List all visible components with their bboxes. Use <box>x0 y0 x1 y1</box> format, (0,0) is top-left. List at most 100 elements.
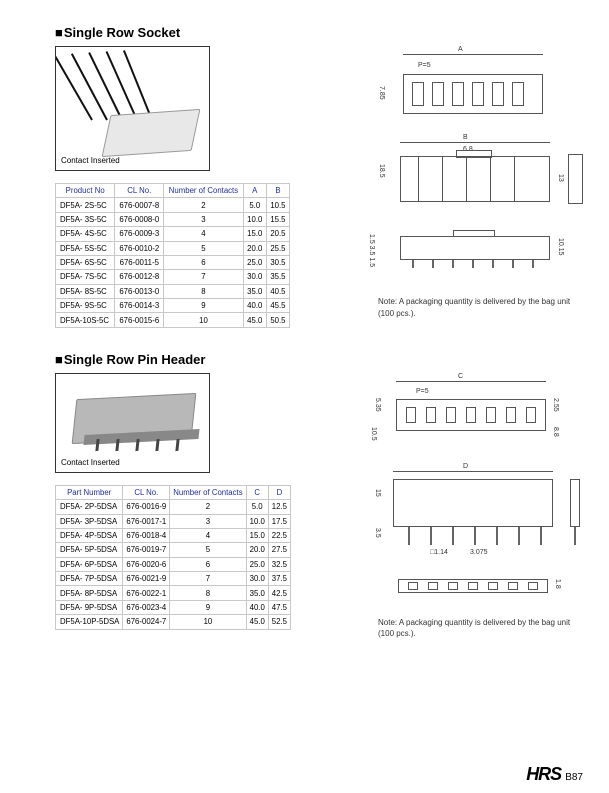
table-cell: DF5A- 7S-5C <box>56 270 115 284</box>
col-cl-no: CL No. <box>123 485 170 499</box>
table-row: DF5A- 2S-5C676-0007-825.010.5 <box>56 198 290 212</box>
table-cell: 15.0 <box>243 227 266 241</box>
table-cell: 8 <box>170 586 246 600</box>
table-cell: 676-0019-7 <box>123 543 170 557</box>
table-cell: 3 <box>170 514 246 528</box>
table-cell: 35.5 <box>266 270 289 284</box>
dim-label-88: 8.8 <box>552 427 559 437</box>
table-cell: DF5A- 8P-5DSA <box>56 586 123 600</box>
table-cell: 27.5 <box>268 543 290 557</box>
table-cell: 20.0 <box>243 241 266 255</box>
pinheader-photo: Contact Inserted <box>55 373 210 473</box>
table-cell: 2 <box>164 198 244 212</box>
socket-drawing: A P=5 7.85 B 6.8 <box>308 46 588 326</box>
page-number: B87 <box>565 772 583 783</box>
table-row: DF5A-10S-5C676-0015-61045.050.5 <box>56 313 290 327</box>
table-cell: 10.5 <box>266 198 289 212</box>
table-cell: 5.0 <box>243 198 266 212</box>
table-row: DF5A- 4P-5DSA676-0018-4415.022.5 <box>56 528 291 542</box>
table-cell: 45.0 <box>243 313 266 327</box>
table-cell: 45.5 <box>266 299 289 313</box>
table-cell: DF5A- 6P-5DSA <box>56 557 123 571</box>
page-footer: HRS B87 <box>526 764 583 785</box>
table-cell: 15.5 <box>266 212 289 226</box>
table-cell: 30.0 <box>246 572 268 586</box>
table-cell: 676-0015-6 <box>115 313 164 327</box>
table-cell: 676-0011-5 <box>115 255 164 269</box>
table-cell: 37.5 <box>268 572 290 586</box>
dim-label-185: 18.5 <box>378 164 385 178</box>
table-row: DF5A- 7P-5DSA676-0021-9730.037.5 <box>56 572 291 586</box>
socket-caption: Contact Inserted <box>61 156 120 165</box>
dim-label-105: 10.5 <box>370 427 377 441</box>
table-cell: DF5A- 3P-5DSA <box>56 514 123 528</box>
dim-label-1015: 10.15 <box>557 238 564 256</box>
dim-label-p5-2: P=5 <box>416 388 429 395</box>
col-cl-no: CL No. <box>115 184 164 198</box>
table-cell: DF5A- 7P-5DSA <box>56 572 123 586</box>
table-cell: 25.5 <box>266 241 289 255</box>
table-cell: 30.5 <box>266 255 289 269</box>
col-c: C <box>246 485 268 499</box>
table-row: DF5A- 3S-5C676-0008-0310.015.5 <box>56 212 290 226</box>
col-a: A <box>243 184 266 198</box>
table-cell: 4 <box>164 227 244 241</box>
table-cell: 10 <box>164 313 244 327</box>
socket-note: Note: A packaging quantity is delivered … <box>378 296 588 319</box>
table-cell: DF5A- 9S-5C <box>56 299 115 313</box>
table-row: DF5A- 6S-5C676-0011-5625.030.5 <box>56 255 290 269</box>
table-row: DF5A- 9S-5C676-0014-3940.045.5 <box>56 299 290 313</box>
pinheader-caption: Contact Inserted <box>61 458 120 467</box>
dim-label-1535: 1.5 3.5 1.5 <box>368 234 375 267</box>
table-cell: DF5A- 4S-5C <box>56 227 115 241</box>
table-cell: 676-0013-0 <box>115 284 164 298</box>
table-row: DF5A- 9P-5DSA676-0023-4940.047.5 <box>56 600 291 614</box>
table-row: DF5A- 8P-5DSA676-0022-1835.042.5 <box>56 586 291 600</box>
dim-label-15: 15 <box>374 489 381 497</box>
table-row: DF5A- 3P-5DSA676-0017-1310.017.5 <box>56 514 291 528</box>
table-cell: 9 <box>164 299 244 313</box>
table-cell: DF5A- 5S-5C <box>56 241 115 255</box>
table-cell: 5 <box>164 241 244 255</box>
socket-table: Product No CL No. Number of Contacts A B… <box>55 183 290 328</box>
table-cell: 5 <box>170 543 246 557</box>
table-cell: 45.0 <box>246 615 268 629</box>
table-cell: 10 <box>170 615 246 629</box>
socket-photo: Contact Inserted <box>55 46 210 171</box>
table-row: DF5A- 5P-5DSA676-0019-7520.027.5 <box>56 543 291 557</box>
table-cell: 676-0022-1 <box>123 586 170 600</box>
dim-label-3075: 3.075 <box>470 549 488 556</box>
dim-label-p5: P=5 <box>418 62 431 69</box>
dim-label-18: 1.8 <box>554 579 561 589</box>
table-cell: 40.0 <box>246 600 268 614</box>
table-cell: 676-0014-3 <box>115 299 164 313</box>
table-cell: DF5A- 9P-5DSA <box>56 600 123 614</box>
table-cell: DF5A- 2P-5DSA <box>56 500 123 514</box>
table-row: DF5A- 6P-5DSA676-0020-6625.032.5 <box>56 557 291 571</box>
dim-label-a: A <box>458 46 463 53</box>
table-cell: 676-0009-3 <box>115 227 164 241</box>
dim-label-255: 2.55 <box>552 398 559 412</box>
table-cell: 676-0020-6 <box>123 557 170 571</box>
table-cell: 676-0023-4 <box>123 600 170 614</box>
table-cell: DF5A- 4P-5DSA <box>56 528 123 542</box>
col-d: D <box>268 485 290 499</box>
pinheader-table: Part Number CL No. Number of Contacts C … <box>55 485 291 630</box>
table-cell: 676-0007-8 <box>115 198 164 212</box>
table-cell: 676-0021-9 <box>123 572 170 586</box>
table-cell: 12.5 <box>268 500 290 514</box>
table-cell: 10.0 <box>246 514 268 528</box>
section-title-pinheader: Single Row Pin Header <box>55 352 573 367</box>
table-cell: DF5A- 8S-5C <box>56 284 115 298</box>
table-header-row: Part Number CL No. Number of Contacts C … <box>56 485 291 499</box>
table-row: DF5A- 2P-5DSA676-0016-925.012.5 <box>56 500 291 514</box>
dim-label-114: □1.14 <box>430 549 448 556</box>
table-cell: 42.5 <box>268 586 290 600</box>
table-row: DF5A- 7S-5C676-0012-8730.035.5 <box>56 270 290 284</box>
table-cell: 20.0 <box>246 543 268 557</box>
table-cell: 10.0 <box>243 212 266 226</box>
table-cell: 40.0 <box>243 299 266 313</box>
col-contacts: Number of Contacts <box>164 184 244 198</box>
table-row: DF5A- 8S-5C676-0013-0835.040.5 <box>56 284 290 298</box>
table-cell: 5.0 <box>246 500 268 514</box>
